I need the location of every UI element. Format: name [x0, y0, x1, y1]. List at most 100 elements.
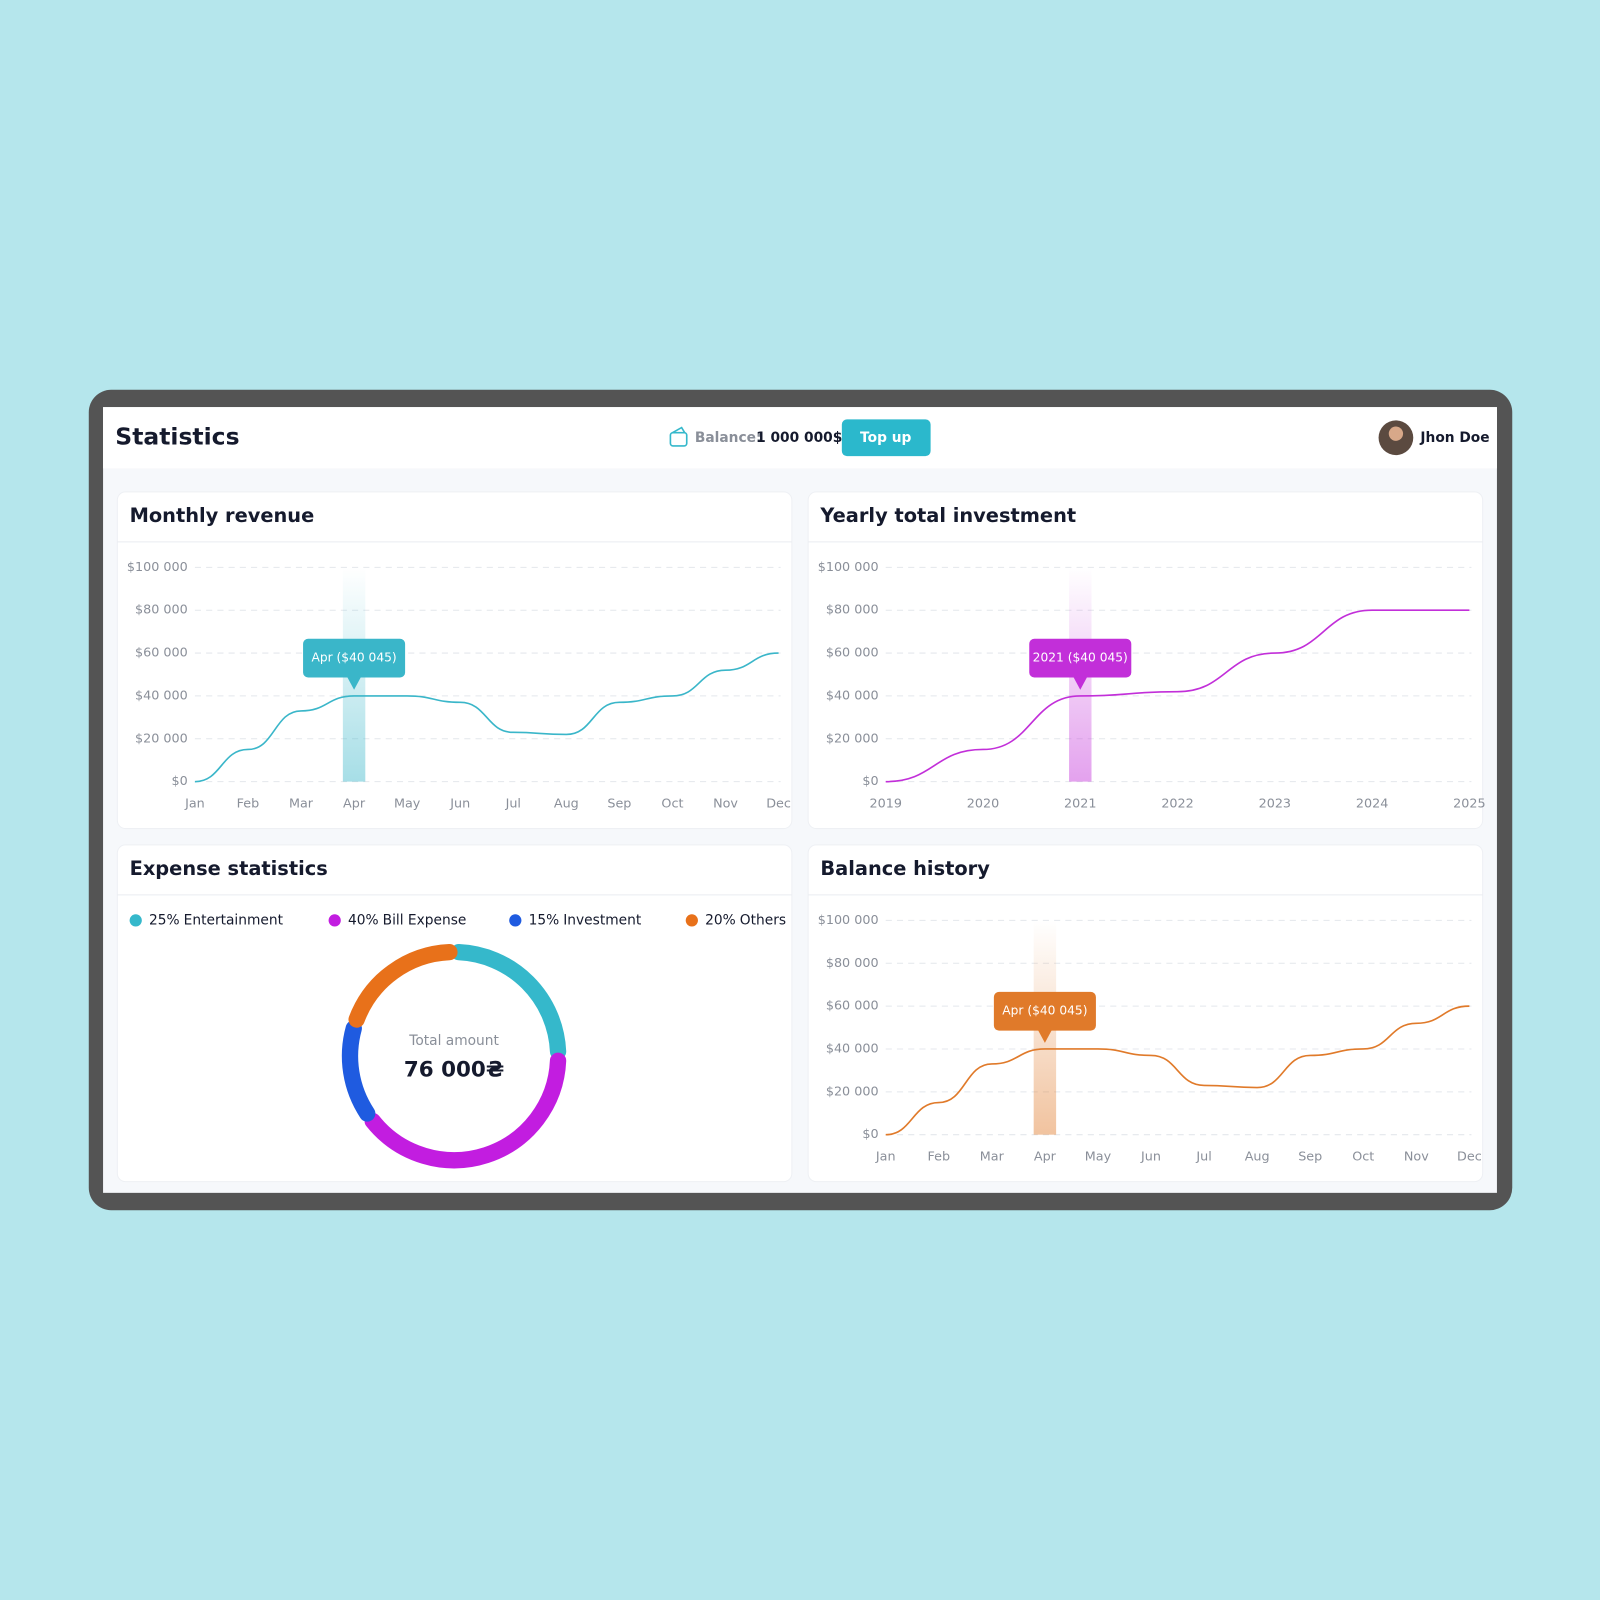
x-tick-label: Apr — [343, 797, 366, 812]
card — [807, 844, 1484, 1183]
x-tick-label: May — [394, 797, 421, 812]
y-tick-label: $0 — [172, 774, 188, 789]
legend-name: Investment — [563, 912, 642, 928]
avatar-face — [1388, 426, 1404, 441]
legend-label: 40% Bill Expense — [348, 912, 466, 928]
y-tick-label: $80 000 — [135, 603, 188, 618]
wallet-icon — [669, 426, 688, 447]
x-tick-label: Aug — [554, 797, 579, 812]
card — [116, 491, 793, 830]
x-tick-label: Jan — [184, 797, 205, 812]
top-up-button[interactable] — [841, 419, 931, 457]
x-tick-label: 2025 — [1453, 797, 1485, 812]
chart-title: Balance history — [820, 857, 990, 880]
tooltip-pointer — [1073, 676, 1088, 690]
x-tick-label: Aug — [1245, 1150, 1270, 1165]
y-tick-label: $40 000 — [826, 1041, 879, 1056]
x-tick-label: Nov — [713, 797, 738, 812]
tooltip-box — [993, 991, 1096, 1031]
legend-label: 15% Investment — [529, 912, 642, 928]
x-tick-label: Mar — [289, 797, 314, 812]
x-tick-label: Jul — [505, 797, 521, 812]
y-tick-label: $80 000 — [826, 603, 879, 618]
balance-value: 1 000 000$ — [756, 430, 842, 446]
legend-label: 20% Others — [705, 912, 786, 928]
tooltip-text: Apr ($40 045) — [311, 651, 396, 665]
legend-dot — [328, 914, 341, 927]
user-name[interactable]: Jhon Doe — [1419, 430, 1489, 446]
x-tick-label: Jul — [1195, 1150, 1211, 1165]
legend-name: Bill Expense — [383, 912, 467, 928]
x-tick-label: Dec — [1457, 1150, 1482, 1165]
y-tick-label: $20 000 — [135, 731, 188, 746]
line — [194, 652, 779, 783]
legend-label: 25% Entertainment — [149, 912, 284, 928]
y-tick-label: $80 000 — [826, 956, 879, 971]
card — [116, 844, 793, 1183]
tooltip-box — [1029, 638, 1132, 678]
y-tick-label: $20 000 — [826, 731, 879, 746]
tooltip-text: 2021 ($40 045) — [1033, 651, 1128, 665]
x-tick-label: 2023 — [1259, 797, 1291, 812]
top-up-label[interactable]: Top up — [860, 430, 911, 446]
tooltip-pointer — [346, 676, 362, 690]
donut-center-label: Total amount — [408, 1033, 499, 1049]
chart-title: Monthly revenue — [130, 504, 315, 527]
tooltip-text: Apr ($40 045) — [1002, 1004, 1087, 1018]
x-tick-label: 2024 — [1356, 797, 1388, 812]
legend-dot — [129, 914, 142, 927]
y-tick-label: $40 000 — [135, 688, 188, 703]
x-tick-label: Feb — [927, 1150, 950, 1165]
legend-value: 20% — [705, 912, 736, 928]
y-tick-label: $100 000 — [127, 560, 188, 575]
line — [885, 609, 1470, 783]
x-tick-label: Sep — [607, 797, 631, 812]
y-tick-label: $60 000 — [135, 646, 188, 661]
chart-title: Expense statistics — [130, 857, 328, 880]
x-tick-label: May — [1085, 1150, 1112, 1165]
legend-value: 40% — [348, 912, 379, 928]
line — [885, 1005, 1470, 1136]
y-tick-label: $60 000 — [826, 646, 879, 661]
legend-value: 25% — [149, 912, 180, 928]
legend-dot — [509, 914, 522, 927]
balance-label: Balance: — [695, 430, 762, 446]
y-tick-label: $20 000 — [826, 1084, 879, 1099]
x-tick-label: Dec — [766, 797, 791, 812]
legend-value: 15% — [529, 912, 560, 928]
x-tick-label: Feb — [237, 797, 260, 812]
legend-name: Others — [740, 912, 786, 928]
tooltip-pointer — [1037, 1029, 1053, 1043]
legend-name: Entertainment — [184, 912, 284, 928]
x-tick-label: Oct — [1352, 1150, 1374, 1165]
x-tick-label: Oct — [661, 797, 683, 812]
wallet-body — [669, 431, 688, 447]
x-tick-label: Jun — [449, 797, 470, 812]
y-tick-label: $100 000 — [818, 560, 879, 575]
donut-segment — [364, 1052, 567, 1169]
x-tick-label: 2019 — [869, 797, 901, 812]
y-tick-label: $60 000 — [826, 999, 879, 1014]
x-tick-label: Mar — [980, 1150, 1005, 1165]
x-tick-label: 2022 — [1161, 797, 1193, 812]
x-tick-label: Apr — [1034, 1150, 1057, 1165]
header-bar — [103, 407, 1497, 469]
x-tick-label: 2020 — [967, 797, 999, 812]
tooltip-box — [303, 638, 406, 678]
x-tick-label: Nov — [1404, 1150, 1429, 1165]
y-tick-label: $0 — [862, 1127, 878, 1142]
card — [807, 491, 1484, 830]
wallet-flap — [672, 426, 686, 434]
donut-segment — [348, 943, 458, 1028]
donut-center-value: 76 000₴ — [404, 1057, 504, 1082]
y-tick-label: $0 — [862, 774, 878, 789]
chart-title: Yearly total investment — [819, 504, 1076, 527]
donut-segment — [450, 943, 567, 1060]
y-tick-label: $100 000 — [818, 913, 879, 928]
x-tick-label: Jun — [1140, 1150, 1161, 1165]
x-tick-label: Sep — [1298, 1150, 1322, 1165]
y-tick-label: $40 000 — [826, 688, 879, 703]
legend-dot — [685, 914, 698, 927]
